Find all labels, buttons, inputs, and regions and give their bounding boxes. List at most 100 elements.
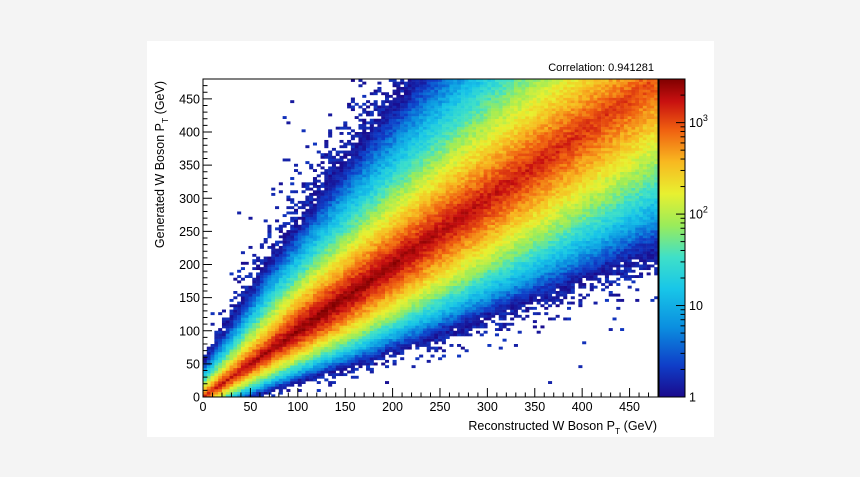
heatmap-cell: [434, 291, 439, 294]
heatmap-cell: [275, 267, 280, 271]
heatmap-cell: [252, 320, 257, 324]
heatmap-cell: [392, 346, 397, 350]
heatmap-cell: [411, 256, 416, 260]
heatmap-cell: [297, 367, 302, 371]
heatmap-cell: [282, 359, 287, 363]
heatmap-cell: [316, 344, 321, 347]
heatmap-cell: [385, 317, 390, 321]
heatmap-cell: [335, 317, 340, 321]
heatmap-cell: [297, 253, 302, 257]
heatmap-cell: [400, 155, 405, 159]
heatmap-cell: [449, 118, 454, 122]
heatmap-cell: [392, 272, 397, 276]
heatmap-cell: [377, 240, 382, 244]
heatmap-cell: [366, 277, 371, 281]
heatmap-cell: [411, 222, 416, 225]
heatmap-cell: [392, 89, 397, 93]
heatmap-cell: [316, 238, 321, 241]
heatmap-cell: [385, 124, 390, 127]
heatmap-cell: [419, 240, 424, 244]
heatmap-cell: [407, 232, 412, 236]
heatmap-cell: [392, 126, 397, 130]
heatmap-cell: [328, 177, 333, 180]
heatmap-cell: [282, 240, 287, 244]
heatmap-cell: [362, 275, 367, 278]
heatmap-cell: [369, 333, 374, 337]
heatmap-cell: [396, 325, 401, 329]
heatmap-cell: [320, 253, 325, 257]
heatmap-cell: [411, 100, 416, 104]
heatmap-cell: [343, 219, 348, 223]
heatmap-cell: [400, 312, 405, 316]
heatmap-cell: [275, 277, 280, 281]
heatmap-cell: [297, 333, 302, 337]
heatmap-cell: [388, 291, 393, 294]
heatmap-cell: [328, 206, 333, 210]
heatmap-cell: [381, 291, 386, 294]
heatmap-cell: [335, 306, 340, 310]
heatmap-cell: [237, 349, 242, 353]
heatmap-cell: [259, 346, 264, 350]
heatmap-cell: [263, 306, 268, 310]
heatmap-cell: [275, 219, 280, 223]
heatmap-cell: [240, 291, 245, 294]
heatmap-cell: [407, 97, 412, 101]
heatmap-cell: [206, 365, 211, 369]
heatmap-cell: [422, 325, 427, 329]
heatmap-cell: [309, 312, 314, 316]
heatmap-cell: [434, 349, 439, 353]
heatmap-cell: [358, 251, 363, 255]
heatmap-cell: [362, 293, 367, 297]
heatmap-cell: [373, 243, 378, 247]
heatmap-cell: [377, 206, 382, 210]
heatmap-cell: [403, 137, 408, 141]
heatmap-cell: [278, 375, 283, 379]
heatmap-cell: [350, 269, 355, 273]
heatmap-cell: [403, 206, 408, 210]
heatmap-cell: [396, 259, 401, 263]
heatmap-cell: [309, 320, 314, 324]
heatmap-cell: [297, 357, 302, 361]
heatmap-cell: [210, 344, 215, 347]
heatmap-cell: [441, 187, 446, 191]
heatmap-cell: [312, 259, 317, 263]
heatmap-cell: [362, 243, 367, 247]
heatmap-cell: [385, 243, 390, 247]
heatmap-cell: [366, 227, 371, 231]
heatmap-cell: [233, 354, 238, 358]
heatmap-cell: [331, 256, 336, 260]
heatmap-cell: [430, 211, 435, 215]
heatmap-cell: [426, 198, 431, 202]
heatmap-cell: [309, 359, 314, 363]
heatmap-cell: [309, 298, 314, 302]
heatmap-cell: [388, 306, 393, 310]
heatmap-cell: [362, 134, 367, 138]
heatmap-cell: [358, 269, 363, 273]
heatmap-cell: [396, 179, 401, 183]
heatmap-cell: [354, 256, 359, 260]
heatmap-cell: [392, 253, 397, 257]
heatmap-cell: [301, 219, 306, 223]
heatmap-cell: [403, 163, 408, 167]
heatmap-cell: [362, 227, 367, 231]
heatmap-cell: [282, 251, 287, 255]
heatmap-cell: [259, 312, 264, 316]
heatmap-cell: [316, 235, 321, 239]
heatmap-cell: [407, 102, 412, 106]
heatmap-cell: [297, 349, 302, 353]
heatmap-cell: [237, 293, 242, 297]
heatmap-cell: [233, 320, 238, 324]
heatmap-cell: [377, 134, 382, 138]
heatmap-cell: [305, 304, 310, 308]
heatmap-cell: [331, 230, 336, 233]
heatmap-cell: [221, 330, 226, 334]
heatmap-cell: [422, 333, 427, 337]
heatmap-cell: [297, 341, 302, 345]
heatmap-cell: [358, 153, 363, 157]
heatmap-cell: [445, 317, 450, 321]
heatmap-cell: [392, 124, 397, 127]
heatmap-cell: [358, 222, 363, 225]
heatmap-cell: [362, 224, 367, 228]
heatmap-cell: [403, 81, 408, 85]
heatmap-cell: [445, 97, 450, 101]
